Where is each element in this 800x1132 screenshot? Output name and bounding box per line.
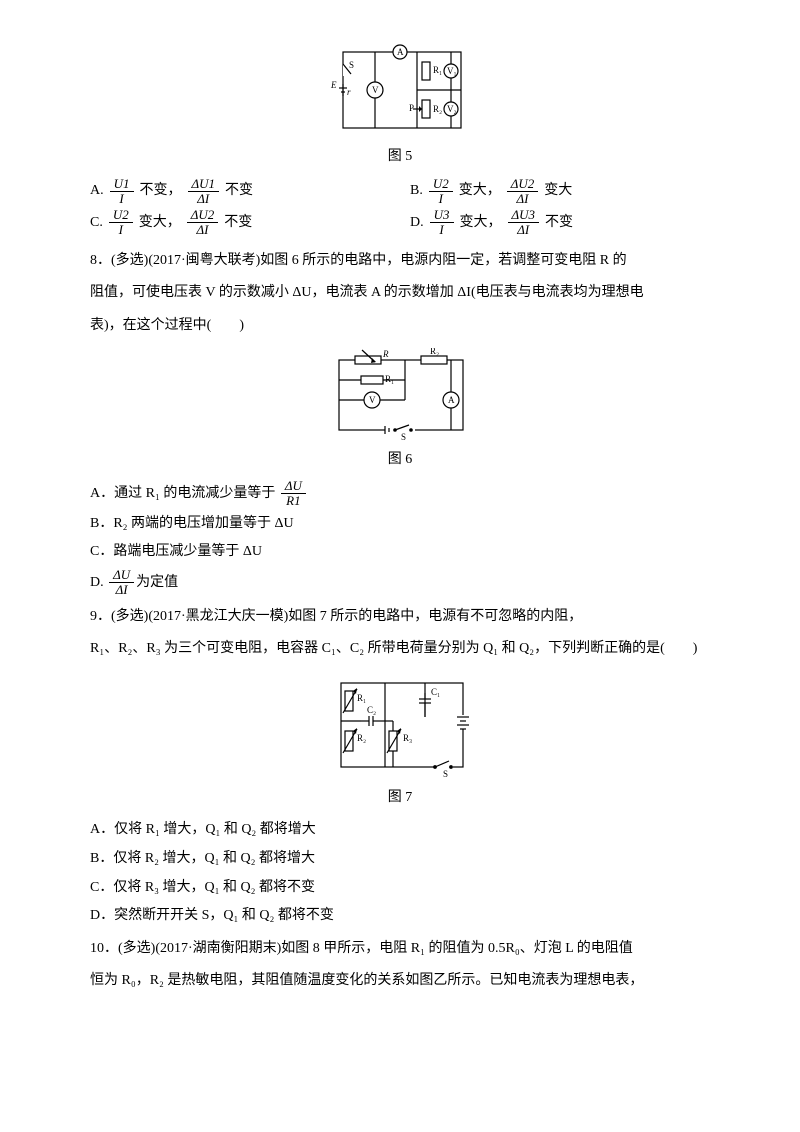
q9-opt-b: B．仅将 R₂ 增大，Q₁ 和 Q₂ 都将增大 bbox=[90, 846, 710, 873]
circuit-6-svg: R R₁ R₂ V A S bbox=[325, 348, 475, 443]
svg-text:R₁: R₁ bbox=[385, 374, 394, 384]
q7-choices: A. U1I 不变， ΔU1ΔI 不变 B. U2I 变大， ΔU2ΔI 变大 … bbox=[90, 177, 710, 238]
q9-opt-a: A．仅将 R₁ 增大，Q₁ 和 Q₂ 都将增大 bbox=[90, 817, 710, 844]
svg-text:V: V bbox=[369, 395, 376, 405]
q9-stem-1: 9．(多选)(2017·黑龙江大庆一模)如图 7 所示的电路中，电源有不可忽略的… bbox=[90, 604, 710, 631]
svg-text:C₁: C₁ bbox=[431, 687, 440, 697]
svg-text:A: A bbox=[397, 47, 404, 57]
q9-opt-d: D．突然断开开关 S，Q₁ 和 Q₂ 都将不变 bbox=[90, 903, 710, 930]
circuit-7-svg: R₁ R₂ R₃ C₁ C₂ S bbox=[325, 671, 475, 781]
svg-text:R₂: R₂ bbox=[357, 733, 366, 743]
q10-stem-1: 10．(多选)(2017·湖南衡阳期末)如图 8 甲所示，电阻 R₁ 的阻值为 … bbox=[90, 936, 710, 963]
q10-stem-2: 恒为 R₀，R₂ 是热敏电阻，其阻值随温度变化的关系如图乙所示。已知电流表为理想… bbox=[90, 968, 710, 995]
q8-stem-1: 8．(多选)(2017·闽粤大联考)如图 6 所示的电路中，电源内阻一定，若调整… bbox=[90, 248, 710, 275]
svg-text:S: S bbox=[349, 60, 354, 70]
figure-7: R₁ R₂ R₃ C₁ C₂ S bbox=[90, 671, 710, 781]
q8-opt-d: D. ΔUΔI为定值 bbox=[90, 568, 710, 598]
svg-text:R₁: R₁ bbox=[357, 693, 366, 703]
svg-text:R: R bbox=[382, 349, 389, 359]
svg-text:V: V bbox=[372, 85, 379, 95]
svg-text:C₂: C₂ bbox=[367, 705, 376, 715]
svg-text:R₂: R₂ bbox=[430, 348, 439, 356]
q7-choice-c: C. U2I 变大， ΔU2ΔI 不变 bbox=[90, 208, 390, 238]
q8-options: A．通过 R₁ 的电流减少量等于 ΔUR1 B．R₂ 两端的电压增加量等于 ΔU… bbox=[90, 479, 710, 597]
circuit-5-svg: A V V₁ V₂ R₁ R₂ P S E r bbox=[325, 40, 475, 140]
svg-text:P: P bbox=[409, 103, 414, 113]
svg-text:R₃: R₃ bbox=[403, 733, 412, 743]
q8-opt-c: C．路端电压减少量等于 ΔU bbox=[90, 539, 710, 566]
svg-text:V₁: V₁ bbox=[447, 66, 457, 76]
svg-text:S: S bbox=[401, 432, 406, 442]
figure-6-caption: 图 6 bbox=[90, 447, 710, 474]
q9-stem-2: R₁、R₂、R₃ 为三个可变电阻，电容器 C₁、C₂ 所带电荷量分别为 Q₁ 和… bbox=[90, 636, 710, 663]
q8-stem-2: 阻值，可使电压表 V 的示数减小 ΔU，电流表 A 的示数增加 ΔI(电压表与电… bbox=[90, 280, 710, 307]
q8-opt-a: A．通过 R₁ 的电流减少量等于 ΔUR1 bbox=[90, 479, 710, 509]
svg-text:A: A bbox=[448, 395, 455, 405]
svg-text:r: r bbox=[347, 87, 351, 97]
q8-opt-b: B．R₂ 两端的电压增加量等于 ΔU bbox=[90, 511, 710, 538]
figure-5-caption: 图 5 bbox=[90, 144, 710, 171]
q7-choice-b: B. U2I 变大， ΔU2ΔI 变大 bbox=[410, 177, 710, 207]
svg-text:V₂: V₂ bbox=[447, 104, 457, 114]
q7-choice-d: D. U3I 变大， ΔU3ΔI 不变 bbox=[410, 208, 710, 238]
q7-choice-a: A. U1I 不变， ΔU1ΔI 不变 bbox=[90, 177, 390, 207]
figure-6: R R₁ R₂ V A S bbox=[90, 348, 710, 443]
q9-options: A．仅将 R₁ 增大，Q₁ 和 Q₂ 都将增大 B．仅将 R₂ 增大，Q₁ 和 … bbox=[90, 817, 710, 929]
q8-stem-3: 表)，在这个过程中( ) bbox=[90, 313, 710, 340]
svg-text:E: E bbox=[330, 80, 337, 90]
figure-5: A V V₁ V₂ R₁ R₂ P S E r bbox=[90, 40, 710, 140]
svg-text:R₁: R₁ bbox=[433, 65, 442, 75]
q9-opt-c: C．仅将 R₃ 增大，Q₁ 和 Q₂ 都将不变 bbox=[90, 875, 710, 902]
svg-text:R₂: R₂ bbox=[433, 104, 442, 114]
figure-7-caption: 图 7 bbox=[90, 785, 710, 812]
svg-text:S: S bbox=[443, 769, 448, 779]
